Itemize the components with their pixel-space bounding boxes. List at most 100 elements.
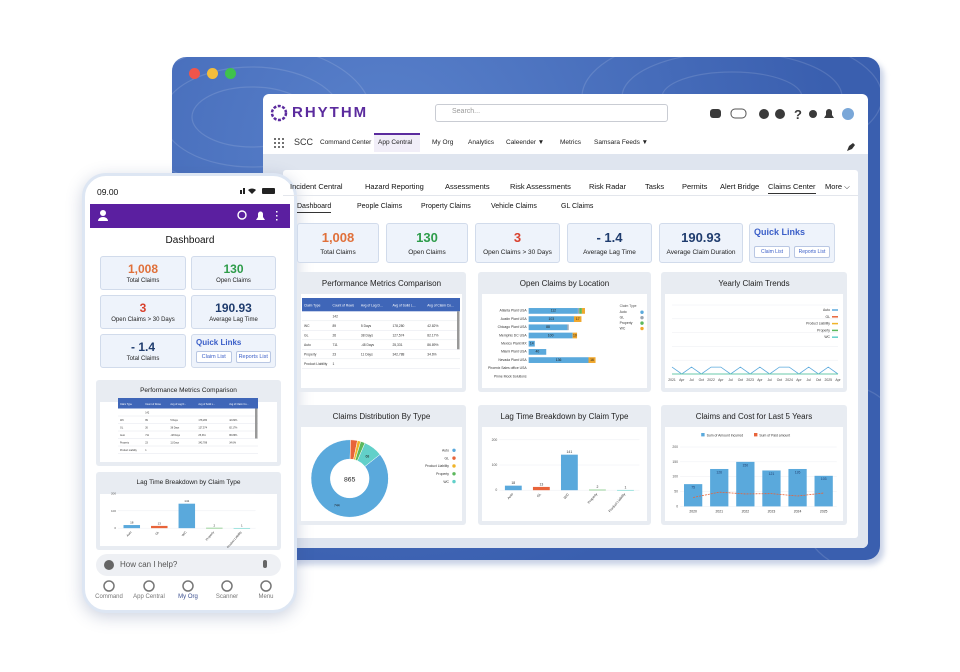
nav-item[interactable]: Caleender ▼	[506, 139, 545, 146]
chat-bar[interactable]	[96, 554, 281, 576]
edit-icon[interactable]	[846, 142, 856, 152]
bar-segment	[572, 332, 578, 339]
quick-link[interactable]: Claim List	[754, 246, 790, 258]
pie-slice	[310, 439, 389, 518]
table-header: Avg of Claim Co...	[229, 403, 249, 406]
kpi-label: Average Claim Duration	[666, 249, 736, 257]
tab[interactable]: Tasks	[645, 182, 665, 191]
x-tick-label: 2021	[715, 509, 723, 513]
x-tick-label: Jul	[689, 378, 694, 382]
bar	[504, 485, 522, 491]
legend-label: Sum of Paid amount	[759, 433, 790, 437]
nav-icon	[221, 580, 233, 592]
kpi-label: Total Claims	[126, 356, 160, 363]
kpi-label: Open Claims	[408, 249, 446, 257]
legend-label: Product Liability	[425, 464, 449, 468]
tab[interactable]: Hazard Reporting	[365, 182, 424, 191]
nav-item[interactable]: App Central	[378, 139, 413, 146]
y-tick-label: Pinne Mock Solutions	[494, 374, 527, 378]
kpi-card	[100, 334, 186, 368]
x-tick-label: Oct	[777, 378, 782, 382]
data-label: 2	[596, 485, 598, 489]
kpi-card	[100, 256, 186, 290]
x-tick-label: 2022	[742, 509, 750, 513]
x-tick-label: Product Liability	[608, 492, 627, 513]
subtab[interactable]: People Claims	[357, 203, 403, 210]
tab[interactable]: Incident Central	[290, 182, 343, 191]
nav-item[interactable]: My Org	[432, 139, 454, 146]
phone-header	[90, 204, 290, 228]
tab[interactable]: Assessments	[445, 182, 490, 191]
cost-chart: 0 50 100 150 200 75 2020 126 2021 150 2022 121 2023 1…	[672, 433, 837, 513]
subtab[interactable]: GL Claims	[561, 203, 594, 210]
table-cell: 178,280	[392, 324, 404, 328]
nav-icon	[182, 580, 194, 592]
tab[interactable]: Risk Radar	[589, 182, 627, 191]
nav-active	[374, 133, 420, 152]
bar-segment	[528, 357, 589, 363]
data-label: 126	[795, 470, 801, 474]
table-cell: 26	[332, 333, 336, 337]
nav-item[interactable]: Command Center	[320, 139, 372, 146]
bar	[206, 527, 223, 529]
table-cell: 1	[145, 449, 147, 452]
bottom-nav-item[interactable]: Scanner	[215, 594, 239, 600]
bottom-nav-item[interactable]: Menu	[258, 594, 274, 600]
y-tick-label: Nevada Plant USA	[498, 358, 527, 362]
nav-item[interactable]: Analytics	[468, 139, 495, 146]
window-close[interactable]	[189, 68, 200, 79]
x-tick-label: Apr	[796, 378, 802, 382]
quick-links-title: Quick Links	[754, 227, 806, 237]
panel-title: Performance Metrics Comparison	[321, 279, 442, 288]
y-tick-label: 200	[111, 491, 116, 495]
subtab[interactable]: Vehicle Claims	[491, 203, 537, 210]
series-line	[693, 491, 824, 498]
nav-item[interactable]: Metrics	[560, 139, 581, 146]
y-tick-label: Mexico Plant MX	[501, 342, 527, 346]
tab[interactable]: Alert Bridge	[720, 182, 760, 191]
legend-swatch	[452, 456, 456, 460]
quick-link[interactable]: Reports List	[235, 351, 271, 363]
search-box[interactable]	[435, 104, 668, 122]
nav-icon	[143, 580, 155, 592]
bottom-nav-item[interactable]: App Central	[133, 594, 165, 600]
bottom-nav-item[interactable]: My Org	[178, 594, 198, 600]
data-label: 744	[334, 504, 340, 508]
tab[interactable]: Permits	[682, 182, 708, 191]
x-tick-label: GL	[536, 492, 542, 498]
subtab[interactable]: Property Claims	[421, 203, 471, 210]
window-maximize[interactable]	[225, 68, 236, 79]
legend-swatch	[452, 464, 456, 468]
apps-grid[interactable]	[273, 137, 285, 149]
table-cell: 1	[332, 362, 334, 366]
nav-item[interactable]: Samsara Feeds ▼	[594, 139, 649, 146]
search-placeholder: Search...	[452, 108, 481, 115]
quick-link[interactable]: Reports List	[794, 246, 830, 258]
y-tick-label: 200	[492, 438, 498, 442]
bar-segment	[579, 308, 582, 314]
bar-segment	[528, 324, 568, 331]
panel-body	[100, 402, 277, 462]
panel-title: Lag Time Breakdown by Claim Type	[136, 479, 241, 486]
x-tick-label: 2024	[794, 509, 802, 513]
subtab[interactable]: Dashboard	[297, 203, 332, 213]
table-header: Count of Rows	[332, 304, 354, 308]
series-line	[671, 366, 839, 375]
table-cell: GL	[304, 333, 309, 337]
window-minimize[interactable]	[207, 68, 218, 79]
bar	[617, 489, 634, 491]
table-cell: Product Liability	[304, 362, 328, 366]
quick-link[interactable]: Claim List	[196, 351, 232, 363]
table-cell: 89	[332, 324, 336, 328]
table-cell: -48 Days	[170, 434, 180, 437]
tab[interactable]: More ⌵	[825, 182, 850, 191]
tab[interactable]: Claims Center	[768, 182, 816, 194]
bottom-nav-item[interactable]: Command	[95, 594, 123, 600]
y-tick-label: Phoenix Sales office USA	[488, 366, 527, 370]
legend-swatch	[452, 448, 456, 453]
kpi-label: Open Claims > 30 Days	[483, 249, 552, 257]
svg-text:?: ?	[794, 107, 802, 122]
kpi-label: Open Claims	[216, 278, 251, 285]
table-cell: 86.89%	[229, 434, 238, 437]
tab[interactable]: Risk Assessments	[510, 182, 571, 191]
